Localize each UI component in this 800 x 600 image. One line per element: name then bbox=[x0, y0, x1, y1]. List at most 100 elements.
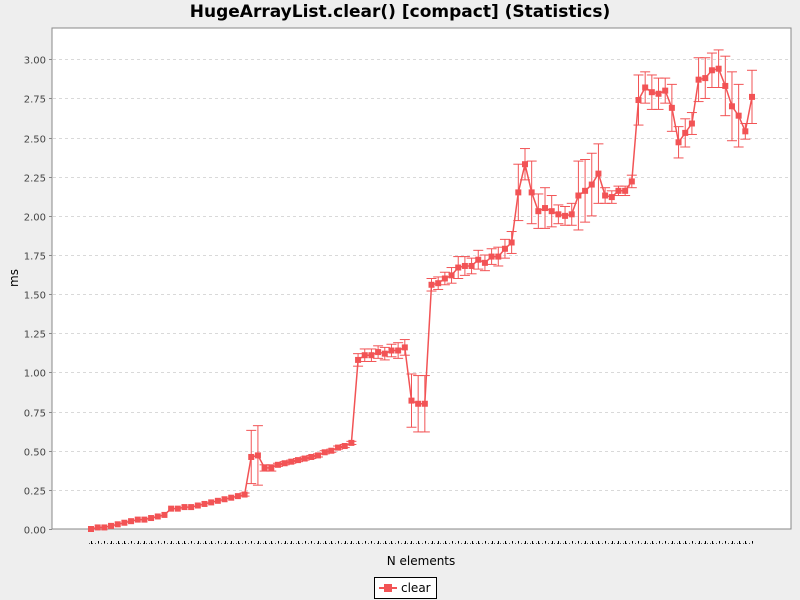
data-point bbox=[615, 187, 622, 194]
data-point bbox=[682, 129, 689, 136]
data-point bbox=[535, 208, 542, 215]
data-point bbox=[268, 464, 275, 471]
data-point bbox=[595, 170, 602, 177]
series-clear bbox=[88, 49, 757, 532]
data-point bbox=[108, 522, 115, 529]
data-point bbox=[461, 262, 468, 269]
data-point bbox=[101, 524, 108, 531]
data-point bbox=[562, 212, 569, 219]
x-axis bbox=[89, 541, 754, 544]
data-point bbox=[208, 499, 215, 506]
y-tick-label: 3.00 bbox=[24, 56, 46, 67]
data-point bbox=[241, 491, 248, 498]
data-point bbox=[528, 189, 535, 196]
data-point bbox=[588, 181, 595, 188]
data-point bbox=[675, 139, 682, 146]
data-point bbox=[294, 457, 301, 464]
data-point bbox=[501, 245, 508, 252]
data-point bbox=[368, 352, 375, 359]
data-point bbox=[134, 516, 141, 523]
data-point bbox=[315, 452, 322, 459]
data-point bbox=[642, 84, 649, 91]
y-tick-label: 2.50 bbox=[24, 135, 46, 146]
y-tick-label: 0.75 bbox=[24, 409, 46, 420]
data-point bbox=[188, 504, 195, 511]
data-point bbox=[341, 443, 348, 450]
y-tick-label: 0.50 bbox=[24, 448, 46, 459]
data-point bbox=[548, 208, 555, 215]
data-point bbox=[228, 494, 235, 501]
data-point bbox=[521, 161, 528, 168]
data-point bbox=[708, 67, 715, 74]
data-point bbox=[568, 211, 575, 218]
data-point bbox=[201, 500, 208, 507]
data-point bbox=[395, 347, 402, 354]
data-point bbox=[194, 502, 201, 509]
data-point bbox=[695, 76, 702, 83]
data-point bbox=[475, 256, 482, 263]
data-point bbox=[321, 449, 328, 456]
data-point bbox=[582, 187, 589, 194]
data-point bbox=[141, 516, 148, 523]
series-line bbox=[90, 67, 753, 530]
legend-label-clear: clear bbox=[401, 581, 431, 595]
grid bbox=[53, 59, 790, 491]
data-point bbox=[421, 400, 428, 407]
data-point bbox=[608, 194, 615, 201]
data-point bbox=[274, 461, 281, 468]
data-point bbox=[121, 519, 128, 526]
data-point bbox=[622, 187, 629, 194]
legend-swatch-icon bbox=[379, 582, 397, 594]
data-point bbox=[375, 349, 382, 356]
data-point bbox=[575, 192, 582, 199]
data-point bbox=[154, 513, 161, 520]
data-point bbox=[515, 189, 522, 196]
data-point bbox=[308, 453, 315, 460]
legend: clear bbox=[374, 577, 437, 599]
chart-title: HugeArrayList.clear() [compact] (Statist… bbox=[189, 2, 611, 22]
data-point bbox=[715, 65, 722, 72]
y-tick-label: 1.75 bbox=[24, 252, 46, 263]
data-point bbox=[221, 496, 228, 503]
data-point bbox=[735, 112, 742, 119]
y-tick-label: 1.50 bbox=[24, 291, 46, 302]
data-point bbox=[148, 515, 155, 522]
data-point bbox=[94, 524, 101, 531]
data-point bbox=[261, 464, 268, 471]
data-point bbox=[288, 458, 295, 465]
data-point bbox=[468, 262, 475, 269]
plot-area bbox=[51, 27, 792, 530]
data-point bbox=[214, 497, 221, 504]
data-point bbox=[301, 455, 308, 462]
data-point bbox=[335, 444, 342, 451]
data-point bbox=[488, 253, 495, 260]
data-point bbox=[415, 400, 422, 407]
data-point bbox=[388, 347, 395, 354]
data-point bbox=[635, 97, 642, 104]
data-point bbox=[435, 280, 442, 287]
y-tick-label: 1.00 bbox=[24, 369, 46, 380]
data-point bbox=[742, 128, 749, 135]
data-point bbox=[181, 504, 188, 511]
data-point bbox=[628, 178, 635, 185]
data-point bbox=[495, 253, 502, 260]
y-tick-label: 0.25 bbox=[24, 487, 46, 498]
data-point bbox=[428, 281, 435, 288]
data-point bbox=[688, 120, 695, 127]
data-point bbox=[662, 87, 669, 94]
data-point bbox=[234, 493, 241, 500]
data-point bbox=[161, 511, 168, 518]
data-point bbox=[401, 344, 408, 351]
data-point bbox=[542, 205, 549, 212]
y-tick-label: 1.25 bbox=[24, 330, 46, 341]
data-point bbox=[441, 275, 448, 282]
x-axis-label: N elements bbox=[387, 554, 456, 568]
data-point bbox=[114, 521, 121, 528]
data-point bbox=[702, 75, 709, 82]
data-point bbox=[408, 397, 415, 404]
data-point bbox=[128, 518, 135, 525]
data-point bbox=[248, 453, 255, 460]
data-point bbox=[602, 192, 609, 199]
data-point bbox=[555, 211, 562, 218]
